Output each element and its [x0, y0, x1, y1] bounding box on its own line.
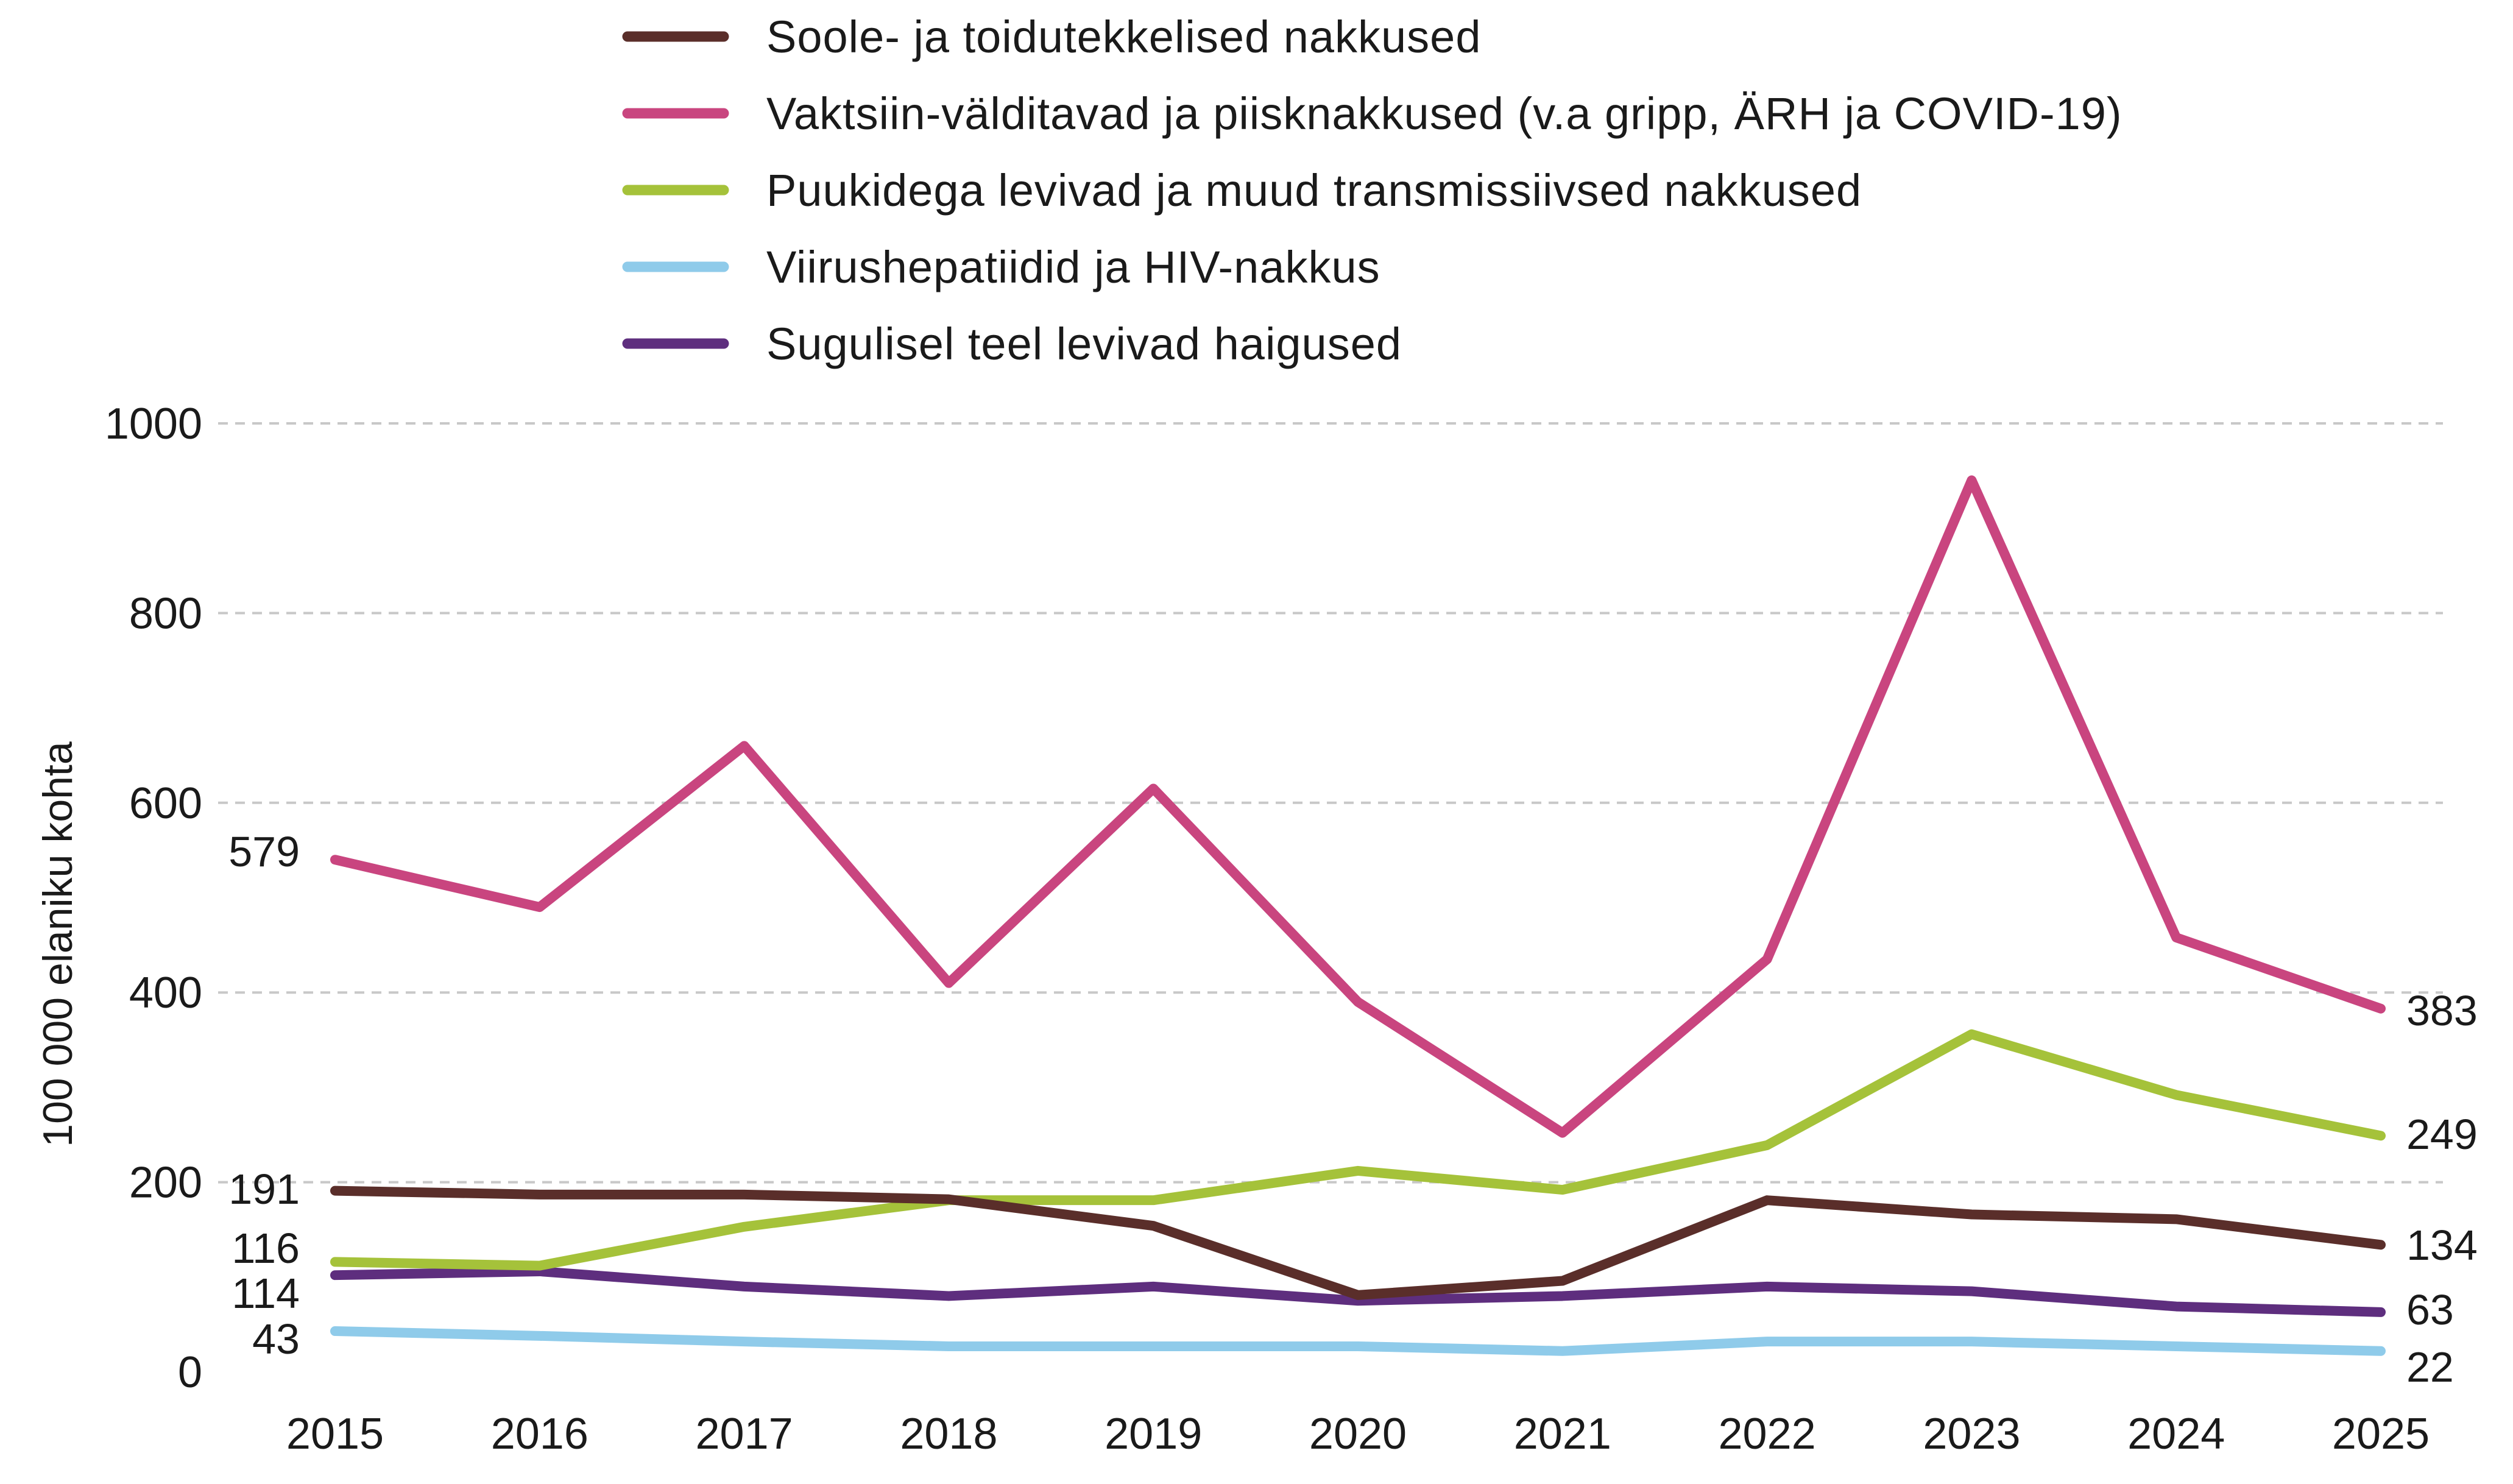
series-line: [330, 1029, 2386, 1271]
legend-item: Viirushepatiidid ja HIV-nakkus: [622, 242, 1380, 292]
y-axis-title: 100 000 elaniku kohta: [35, 741, 81, 1147]
y-tick-label: 400: [129, 969, 202, 1017]
x-tick-label: 2016: [491, 1410, 588, 1458]
series-line: [330, 1326, 2386, 1356]
legend-label: Viirushepatiidid ja HIV-nakkus: [766, 242, 1380, 292]
legend-label: Sugulisel teel levivad haigused: [766, 319, 1402, 369]
series-start-label: 114: [232, 1270, 300, 1317]
legend-item: Vaktsiin-välditavad ja piisknakkused (v.…: [622, 88, 2122, 139]
legend-item: Soole- ja toidutekkelised nakkused: [622, 12, 1481, 62]
y-axis-ticks: 0 200 400 600 800 1000: [105, 400, 202, 1397]
series-line: [330, 475, 2386, 1138]
legend-label: Puukidega levivad ja muud transmissiivse…: [766, 165, 1862, 216]
legend-label: Vaktsiin-välditavad ja piisknakkused (v.…: [766, 88, 2122, 139]
y-tick-label: 800: [129, 589, 202, 638]
series-line: [330, 1266, 2386, 1317]
x-tick-label: 2020: [1309, 1410, 1407, 1458]
x-tick-label: 2018: [900, 1410, 997, 1458]
series-lines: [330, 475, 2386, 1356]
y-tick-label: 0: [178, 1348, 202, 1397]
legend-item: Sugulisel teel levivad haigused: [622, 319, 1402, 369]
y-tick-label: 200: [129, 1159, 202, 1207]
x-tick-label: 2022: [1719, 1410, 1816, 1458]
series-start-label: 116: [232, 1224, 300, 1272]
gridlines: [218, 422, 2443, 1184]
series-end-label: 63: [2406, 1286, 2454, 1334]
x-tick-label: 2023: [1923, 1410, 2020, 1458]
y-tick-label: 600: [129, 779, 202, 828]
legend-item: Puukidega levivad ja muud transmissiivse…: [622, 165, 1862, 216]
legend: Soole- ja toidutekkelised nakkused Vaktsi…: [622, 12, 2122, 369]
series-start-label: 43: [252, 1315, 300, 1363]
legend-label: Soole- ja toidutekkelised nakkused: [766, 12, 1481, 62]
x-tick-label: 2021: [1514, 1410, 1611, 1458]
data-labels: 191 134 579 383 116 249 43 22 114 63: [228, 828, 2478, 1391]
series-end-label: 22: [2406, 1343, 2454, 1391]
y-tick-label: 1000: [105, 400, 202, 448]
series-end-label: 383: [2406, 987, 2478, 1034]
series-end-label: 249: [2406, 1111, 2478, 1158]
series-start-label: 579: [228, 828, 300, 875]
x-tick-label: 2015: [286, 1410, 384, 1458]
x-tick-label: 2017: [696, 1410, 793, 1458]
x-tick-label: 2019: [1105, 1410, 1202, 1458]
series-start-label: 191: [228, 1165, 300, 1213]
series-end-label: 134: [2406, 1221, 2478, 1269]
x-axis-ticks: 2015 2016 2017 2018 2019 2020 2021 2022 2023 2024…: [286, 1410, 2430, 1458]
x-tick-label: 2024: [2127, 1410, 2225, 1458]
series-line: [330, 1185, 2386, 1300]
x-tick-label: 2025: [2332, 1410, 2430, 1458]
